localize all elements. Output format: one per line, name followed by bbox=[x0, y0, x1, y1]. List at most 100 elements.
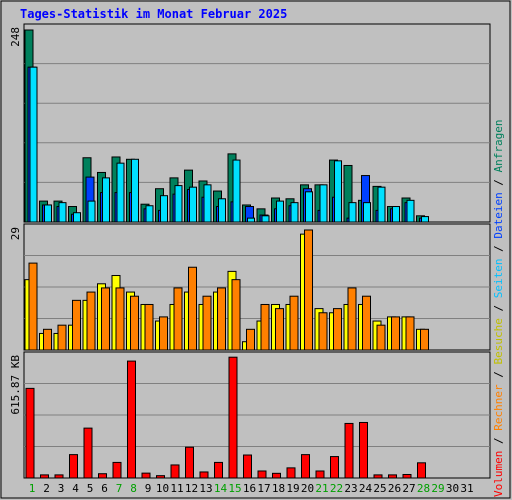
legend-item-volumen: Volumen bbox=[492, 451, 505, 497]
bar-volumen-day-25 bbox=[373, 474, 383, 479]
x-tick-label: 17 bbox=[257, 482, 270, 495]
bar-volumen-day-1 bbox=[25, 387, 35, 479]
panel-bottom: 615.87 KB bbox=[9, 351, 491, 479]
x-tick-label: 28 bbox=[417, 482, 430, 495]
max-label-middle: 29 bbox=[9, 227, 22, 240]
x-tick-label: 29 bbox=[431, 482, 444, 495]
right-legend-text: Volumen / Rechner / Besuche / Seiten / D… bbox=[492, 119, 505, 497]
bar-rechner-day-27 bbox=[405, 316, 415, 351]
bar-volumen-day-4 bbox=[69, 454, 78, 479]
bar-rechner-day-8 bbox=[130, 295, 139, 351]
x-tick-label: 12 bbox=[185, 482, 198, 495]
bar-seiten-day-21 bbox=[319, 184, 328, 223]
x-tick-label: 23 bbox=[344, 482, 357, 495]
bar-volumen-day-5 bbox=[83, 427, 93, 479]
bar-seiten-day-11 bbox=[174, 185, 183, 223]
x-tick-label: 15 bbox=[228, 482, 241, 495]
bar-rechner-day-2 bbox=[43, 328, 52, 351]
bar-volumen-day-22 bbox=[330, 456, 339, 479]
x-axis-labels: 1 2 3 4 5 6 7 8 9 10 11 12 13 14 15 16 17 18 19 20 21 22 23 24 2… bbox=[29, 482, 474, 495]
bar-seiten-day-15 bbox=[232, 159, 241, 223]
x-tick-label: 26 bbox=[388, 482, 401, 495]
bar-seiten-day-8 bbox=[131, 158, 139, 223]
bar-volumen-day-18 bbox=[272, 472, 281, 479]
bar-volumen-day-3 bbox=[54, 474, 64, 479]
x-tick-label: 7 bbox=[116, 482, 123, 495]
bar-volumen-day-21 bbox=[315, 470, 325, 479]
x-tick-label: 18 bbox=[272, 482, 285, 495]
bar-rechner-day-26 bbox=[391, 316, 400, 351]
legend-item-dateien: Dateien bbox=[492, 192, 505, 238]
bar-rechner-day-22 bbox=[333, 308, 342, 351]
x-tick-label: 27 bbox=[402, 482, 415, 495]
bar-volumen-day-11 bbox=[170, 464, 180, 479]
chart-title: Tages-Statistik im Monat Februar 2025 bbox=[20, 7, 287, 21]
bar-seiten-day-7 bbox=[116, 162, 125, 223]
bar-seiten-day-12 bbox=[189, 186, 197, 223]
bar-seiten-day-17 bbox=[261, 215, 270, 223]
right-legend: Volumen / Rechner / Besuche / Seiten / D… bbox=[492, 119, 505, 497]
x-tick-label: 24 bbox=[359, 482, 373, 495]
legend-separator: / bbox=[492, 365, 505, 385]
bar-volumen-day-27 bbox=[402, 473, 412, 479]
bar-seiten-day-2 bbox=[44, 204, 52, 223]
x-tick-label: 16 bbox=[243, 482, 256, 495]
bar-volumen-day-16 bbox=[243, 454, 252, 479]
x-tick-label: 10 bbox=[156, 482, 169, 495]
bar-rechner-day-15 bbox=[231, 279, 241, 351]
bar-seiten-day-25 bbox=[377, 186, 386, 223]
bar-volumen-day-13 bbox=[199, 471, 209, 479]
bar-seiten-day-19 bbox=[290, 202, 299, 223]
bar-rechner-day-1 bbox=[28, 262, 38, 351]
bar-rechner-day-3 bbox=[57, 324, 67, 351]
bar-seiten-day-23 bbox=[348, 202, 357, 223]
bar-rechner-day-4 bbox=[72, 299, 81, 351]
bar-seiten-day-3 bbox=[58, 202, 67, 223]
bar-rechner-day-24 bbox=[362, 295, 371, 351]
legend-item-rechner: Rechner bbox=[492, 384, 505, 431]
legend-item-besuche: Besuche bbox=[492, 318, 505, 364]
x-tick-label: 5 bbox=[87, 482, 94, 495]
bar-rechner-day-18 bbox=[275, 308, 284, 351]
bar-seiten-day-1 bbox=[29, 66, 38, 223]
bar-volumen-day-24 bbox=[359, 421, 368, 479]
bar-volumen-day-17 bbox=[257, 470, 267, 479]
bar-rechner-day-12 bbox=[188, 266, 197, 351]
legend-separator: / bbox=[492, 172, 505, 192]
bar-volumen-day-15 bbox=[228, 356, 238, 479]
bar-rechner-day-5 bbox=[86, 291, 96, 351]
legend-item-anfragen: Anfragen bbox=[492, 119, 505, 172]
bar-seiten-day-20 bbox=[305, 191, 313, 223]
bar-rechner-day-16 bbox=[246, 328, 255, 351]
bar-volumen-day-26 bbox=[388, 474, 397, 479]
bar-rechner-day-7 bbox=[115, 287, 125, 351]
x-tick-label: 25 bbox=[373, 482, 386, 495]
x-tick-label: 19 bbox=[286, 482, 299, 495]
bar-rechner-day-14 bbox=[217, 287, 226, 351]
bar-volumen-day-20 bbox=[301, 454, 310, 479]
x-tick-label: 22 bbox=[330, 482, 343, 495]
bar-rechner-day-13 bbox=[202, 295, 212, 351]
bar-seiten-day-26 bbox=[392, 206, 400, 223]
bar-volumen-day-8 bbox=[127, 360, 136, 479]
bar-seiten-day-9 bbox=[145, 205, 154, 223]
bar-volumen-day-19 bbox=[286, 467, 296, 479]
x-tick-label: 2 bbox=[43, 482, 50, 495]
bar-seiten-day-27 bbox=[406, 199, 415, 223]
bar-rechner-day-17 bbox=[260, 303, 270, 351]
max-label-bottom: 615.87 KB bbox=[9, 355, 22, 415]
x-tick-label: 31 bbox=[460, 482, 473, 495]
x-tick-label: 4 bbox=[72, 482, 79, 495]
bar-seiten-day-22 bbox=[334, 160, 342, 223]
bar-rechner-day-28 bbox=[420, 328, 429, 351]
bar-rechner-day-6 bbox=[101, 287, 110, 351]
x-tick-label: 6 bbox=[101, 482, 108, 495]
x-tick-label: 9 bbox=[145, 482, 152, 495]
bar-volumen-day-2 bbox=[40, 474, 49, 479]
bar-seiten-day-4 bbox=[73, 212, 81, 223]
x-tick-label: 30 bbox=[446, 482, 459, 495]
legend-separator: / bbox=[492, 239, 505, 259]
bar-rechner-day-19 bbox=[289, 295, 299, 351]
